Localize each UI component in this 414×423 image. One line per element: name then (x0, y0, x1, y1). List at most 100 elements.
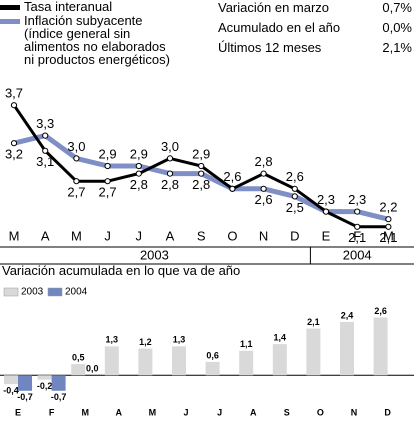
x-tick-label: F (49, 407, 55, 417)
point (198, 162, 205, 170)
data-label: 2,6 (286, 169, 304, 184)
data-label: 2,1 (307, 317, 320, 327)
x-tick-label: O (317, 407, 324, 417)
data-label: 2,6 (374, 306, 387, 316)
point (166, 170, 174, 177)
x-tick-label: D (384, 407, 391, 417)
point (104, 178, 111, 185)
x-tick-label: A (116, 407, 123, 417)
point (135, 162, 142, 170)
legend-label: Inflación subyacente (índice general sin… (24, 13, 170, 67)
legend-swatch (0, 5, 20, 10)
data-label: 2,4 (341, 310, 354, 320)
x-tick-label: J (183, 407, 188, 417)
x-tick-label: J (136, 228, 143, 243)
data-label: 1,1 (240, 339, 253, 349)
point (10, 102, 18, 109)
x-tick-label: F (353, 228, 361, 243)
point (322, 208, 330, 215)
point (354, 208, 361, 215)
data-label: 2,5 (286, 200, 304, 215)
bar (51, 375, 66, 391)
group-label: 2003 (140, 247, 169, 262)
point (73, 178, 80, 185)
data-label: 3,1 (36, 154, 54, 169)
point (42, 132, 49, 139)
x-tick-label: S (284, 407, 290, 417)
data-label: 3,2 (5, 147, 23, 162)
data-label: 0,0 (86, 364, 99, 374)
point (135, 170, 142, 177)
data-label: 2,1 (379, 230, 397, 245)
point (260, 185, 267, 192)
data-label: -0,2 (37, 381, 53, 391)
bar (37, 375, 52, 380)
bar (205, 361, 220, 376)
x-tick-label: M (81, 407, 89, 417)
data-label: 2,8 (130, 177, 148, 192)
stat-label: Acumulado en el año (218, 20, 341, 35)
bar (272, 344, 287, 376)
x-tick-label: A (41, 228, 50, 243)
x-tick-label: M (383, 228, 394, 243)
point (10, 140, 18, 147)
legend-swatch (3, 287, 19, 297)
data-label: -0,4 (3, 385, 19, 395)
x-tick-label: E (15, 407, 21, 417)
point (385, 216, 392, 223)
point (354, 223, 361, 230)
group-label: 2004 (343, 247, 372, 262)
point (42, 147, 49, 154)
x-tick-label: N (259, 228, 268, 243)
bar (71, 364, 86, 376)
stat-value: 0,0% (382, 20, 412, 35)
data-label: 2,8 (255, 154, 273, 169)
data-label: -0,7 (17, 392, 33, 402)
x-tick-label: J (104, 228, 111, 243)
data-label: 2,7 (99, 185, 117, 200)
point (166, 155, 174, 162)
data-label: 2,9 (130, 146, 148, 161)
stat-value: 2,1% (382, 40, 412, 55)
data-label: -0,7 (51, 392, 67, 402)
point (385, 223, 392, 230)
bar (306, 328, 321, 376)
data-label: 2,1 (348, 230, 366, 245)
point (73, 155, 80, 162)
point (260, 170, 267, 177)
bar (138, 348, 153, 376)
data-label: 1,3 (173, 335, 186, 345)
data-label: 2,7 (67, 185, 85, 200)
legend-label: 2003 (21, 287, 44, 298)
x-tick-label: O (227, 228, 237, 243)
stat-label: Últimos 12 meses (218, 40, 322, 55)
data-label: 1,2 (139, 337, 152, 347)
point (291, 185, 298, 192)
data-label: 2,6 (255, 192, 273, 207)
legend-label: Tasa interanual (24, 0, 113, 14)
data-label: 2,3 (348, 192, 366, 207)
data-label: 1,4 (274, 332, 287, 342)
data-label: 3,0 (67, 139, 85, 154)
point (229, 185, 236, 192)
data-label: 2,2 (379, 200, 397, 215)
x-tick-label: M (9, 228, 20, 243)
data-label: 2,6 (223, 169, 241, 184)
x-tick-label: J (217, 407, 222, 417)
stat-value: 0,7% (382, 0, 412, 15)
bar (340, 321, 354, 376)
x-tick-label: M (71, 228, 82, 243)
legend-swatch (47, 287, 63, 297)
x-tick-label: A (250, 407, 257, 417)
data-label: 2,9 (192, 146, 210, 161)
data-label: 0,6 (206, 350, 219, 360)
bar (104, 346, 119, 376)
point (291, 193, 298, 200)
bar (18, 375, 32, 391)
x-tick-label: M (149, 407, 157, 417)
bar (4, 375, 18, 385)
legend-swatch (0, 19, 20, 24)
x-tick-label: E (322, 228, 331, 243)
